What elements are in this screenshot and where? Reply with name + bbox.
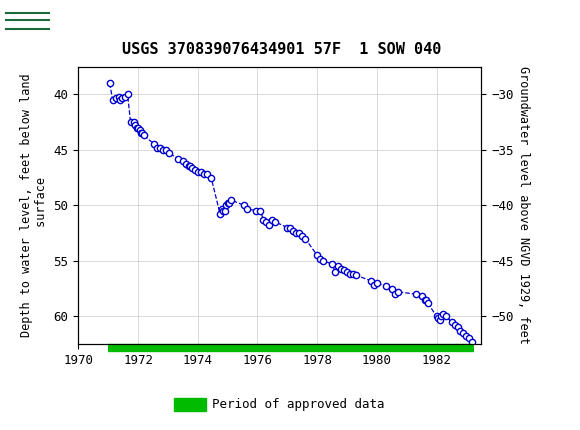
Bar bbox=[174, 398, 206, 411]
Text: USGS 370839076434901 57F  1 SOW 040: USGS 370839076434901 57F 1 SOW 040 bbox=[122, 42, 441, 57]
Text: Period of approved data: Period of approved data bbox=[212, 398, 384, 411]
Bar bbox=[5, 3, 54, 42]
Y-axis label: Groundwater level above NGVD 1929, feet: Groundwater level above NGVD 1929, feet bbox=[517, 66, 530, 344]
Text: USGS: USGS bbox=[58, 12, 122, 33]
Y-axis label: Depth to water level, feet below land
 surface: Depth to water level, feet below land su… bbox=[20, 74, 48, 337]
